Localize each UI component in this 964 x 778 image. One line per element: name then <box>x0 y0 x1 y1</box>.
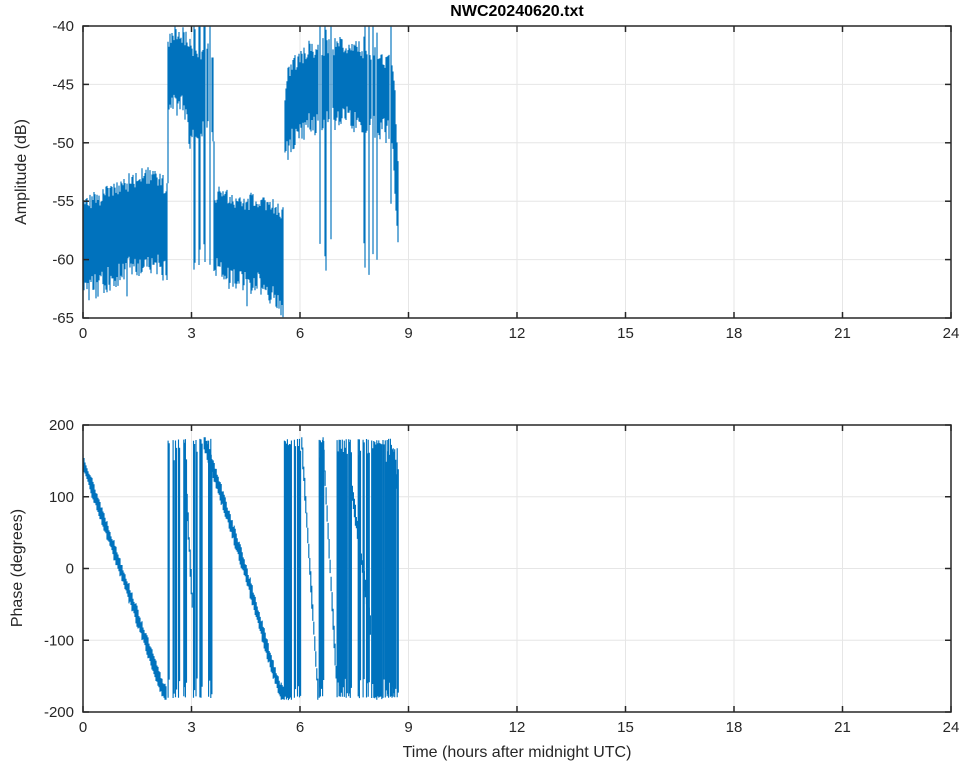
x-tick-label: 6 <box>296 325 304 342</box>
x-tick-label: 12 <box>509 325 526 342</box>
x-tick-label: 0 <box>79 325 87 342</box>
grid-lines <box>83 425 951 712</box>
y-tick-label: -45 <box>52 76 74 93</box>
time-x-axis-label: Time (hours after midnight UTC) <box>402 744 632 761</box>
y-tick-label: -60 <box>52 252 74 269</box>
x-tick-label: 15 <box>617 719 634 736</box>
y-tick-label: -65 <box>52 310 74 327</box>
y-tick-label: 100 <box>49 489 74 506</box>
x-tick-label: 18 <box>726 719 743 736</box>
amplitude-subplot: 0 3 6 9 12 15 18 21 24 -40 -45 -50 -55 -60 -65 <box>52 18 959 342</box>
amplitude-y-axis-label: Amplitude (dB) <box>13 119 30 225</box>
y-tick-label: 200 <box>49 417 74 434</box>
axes-box <box>82 424 952 713</box>
x-tick-label: 0 <box>79 719 87 736</box>
x-tick-label: 18 <box>726 325 743 342</box>
x-tick-label: 24 <box>943 719 960 736</box>
y-tick-label: -40 <box>52 18 74 35</box>
axes-box <box>82 25 952 319</box>
x-tick-label: 3 <box>187 719 195 736</box>
phase-y-axis-label: Phase (degrees) <box>9 508 26 628</box>
x-tick-label: 24 <box>943 325 960 342</box>
phase-subplot: 0 3 6 9 12 15 18 21 24 200 100 0 -100 -200 <box>44 417 959 736</box>
y-tick-label: -50 <box>52 135 74 152</box>
x-tick-label: 21 <box>834 719 851 736</box>
x-tick-label: 21 <box>834 325 851 342</box>
x-tick-label: 6 <box>296 719 304 736</box>
x-tick-label: 12 <box>509 719 526 736</box>
x-tick-label: 9 <box>404 325 412 342</box>
y-tick-label: -100 <box>44 632 74 649</box>
y-tick-label: -200 <box>44 704 74 721</box>
y-tick-label: 0 <box>66 561 74 578</box>
y-tick-label: -55 <box>52 193 74 210</box>
tick-labels: 0 3 6 9 12 15 18 21 24 -40 -45 -50 -55 -60 -65 <box>52 18 959 342</box>
x-tick-label: 3 <box>187 325 195 342</box>
x-tick-label: 15 <box>617 325 634 342</box>
phase-series <box>83 437 399 701</box>
amplitude-series <box>83 26 399 318</box>
figure-title: NWC20240620.txt <box>450 3 584 20</box>
x-tick-label: 9 <box>404 719 412 736</box>
tick-labels: 0 3 6 9 12 15 18 21 24 200 100 0 -100 -200 <box>44 417 959 736</box>
